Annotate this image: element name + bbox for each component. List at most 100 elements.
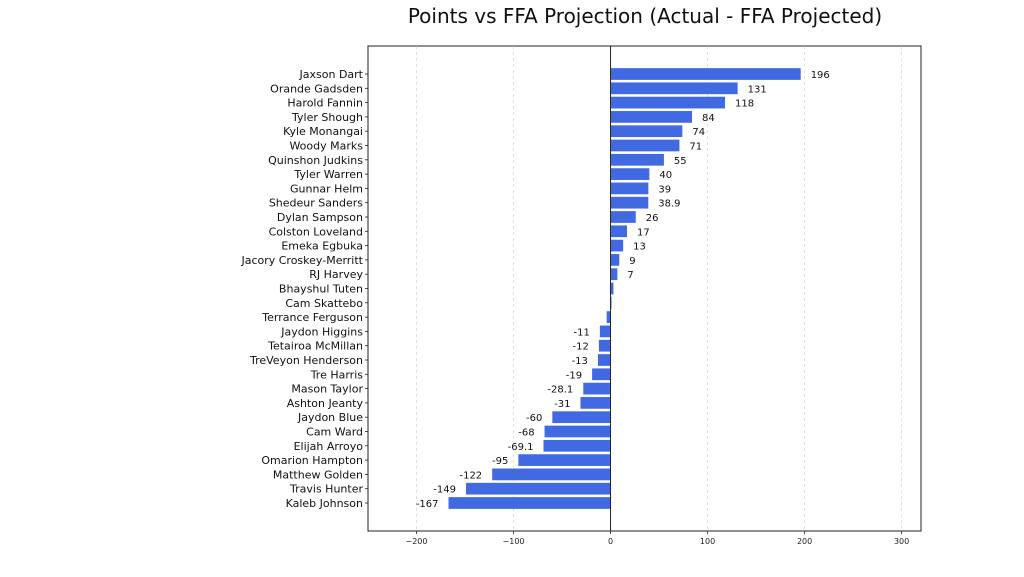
y-tick-label: Jacory Croskey-Merritt: [240, 254, 363, 267]
bar: [610, 182, 649, 195]
bar: [492, 468, 611, 481]
y-tick-label: Jaydon Higgins: [280, 325, 363, 338]
bar: [610, 239, 624, 252]
bar: [599, 325, 611, 338]
data-label: -28.1: [547, 385, 573, 396]
bar: [610, 282, 614, 295]
bar: [583, 382, 611, 395]
data-label: 9: [629, 256, 635, 267]
y-tick-label: Cam Ward: [306, 426, 363, 439]
bar: [606, 311, 611, 323]
y-tick-label: Jaxson Dart: [299, 68, 364, 81]
y-tick-label: Gunnar Helm: [290, 182, 363, 195]
y-tick-label: Colston Loveland: [269, 225, 363, 238]
y-tick-label: Tyler Shough: [291, 111, 363, 124]
data-label: -95: [492, 456, 508, 467]
y-tick-label: Orande Gadsden: [270, 82, 363, 95]
y-tick-label: TreVeyon Henderson: [249, 354, 363, 367]
data-label: 131: [748, 84, 767, 95]
data-label: 40: [659, 170, 672, 181]
bar: [610, 96, 726, 109]
x-tick-label: 0: [608, 537, 613, 546]
x-tick-label: 300: [894, 537, 909, 546]
y-tick-label: Dylan Sampson: [277, 211, 363, 224]
bar: [518, 454, 611, 466]
x-tick-label: −200: [406, 537, 428, 546]
data-label: 55: [674, 156, 687, 167]
bar: [610, 254, 620, 266]
data-label: 7: [627, 270, 633, 281]
y-tick-label: Woody Marks: [289, 140, 363, 153]
bar: [610, 68, 801, 80]
y-tick-label: Tre Harris: [310, 368, 364, 381]
y-tick-label: Cam Skattebo: [285, 297, 363, 310]
bar: [465, 482, 611, 495]
y-tick-label: Omarion Hampton: [261, 454, 363, 467]
y-tick-label: Mason Taylor: [291, 383, 363, 396]
data-label: -13: [572, 356, 588, 367]
x-tick-label: 200: [797, 537, 812, 546]
bar: [610, 153, 664, 166]
y-tick-label: Tetairoa McMillan: [267, 340, 363, 353]
bar: [610, 211, 636, 223]
data-label: 71: [689, 142, 702, 153]
data-label: 196: [811, 70, 830, 81]
y-tick-label: Matthew Golden: [273, 468, 363, 481]
data-label: -149: [433, 485, 456, 496]
bar: [610, 111, 693, 123]
data-label: 26: [646, 213, 659, 224]
bar: [592, 368, 611, 381]
data-label: 17: [637, 227, 650, 238]
bar: [610, 196, 649, 209]
x-tick-label: 100: [700, 537, 715, 546]
y-tick-label: Jaydon Blue: [297, 411, 363, 424]
bar: [610, 125, 683, 138]
data-label: -12: [573, 342, 589, 353]
data-label: 118: [735, 99, 754, 110]
y-tick-label: Kyle Monangai: [283, 125, 363, 138]
bar: [610, 268, 618, 281]
bar: [610, 82, 738, 95]
bar: [552, 411, 611, 424]
data-label: 84: [702, 113, 715, 124]
data-label: 13: [633, 242, 646, 253]
bar: [598, 339, 611, 352]
bar: [610, 225, 628, 238]
data-label: 74: [692, 127, 705, 138]
y-tick-label: Harold Fannin: [287, 97, 363, 110]
y-tick-label: RJ Harvey: [309, 268, 363, 281]
y-tick-label: Ashton Jeanty: [287, 397, 364, 410]
data-label: -31: [554, 399, 570, 410]
data-label: 38.9: [658, 199, 680, 210]
data-label: -69.1: [508, 442, 534, 453]
bar: [610, 139, 680, 152]
y-tick-label: Travis Hunter: [289, 483, 363, 496]
y-tick-label: Kaleb Johnson: [286, 497, 363, 510]
y-tick-label: Emeka Egbuka: [281, 240, 363, 253]
data-label: -11: [574, 327, 590, 338]
bar: [580, 397, 611, 409]
bar: [597, 354, 611, 366]
y-tick-label: Tyler Warren: [293, 168, 363, 181]
bar: [543, 439, 611, 452]
y-tick-label: Quinshon Judkins: [268, 154, 363, 167]
y-tick-label: Bhayshul Tuten: [279, 283, 363, 296]
bar: [544, 425, 611, 438]
data-label: -122: [459, 470, 482, 481]
bar: [448, 497, 611, 509]
x-tick-label: −100: [503, 537, 525, 546]
data-label: -167: [416, 499, 439, 510]
y-tick-label: Shedeur Sanders: [269, 197, 363, 210]
data-label: -19: [566, 370, 582, 381]
data-label: 39: [658, 184, 671, 195]
bar-layer: [448, 68, 801, 509]
y-tick-label: Elijah Arroyo: [294, 440, 364, 453]
data-label: -60: [526, 413, 542, 424]
data-label: -68: [518, 428, 534, 439]
chart-title: Points vs FFA Projection (Actual - FFA P…: [407, 4, 883, 28]
bar: [610, 168, 650, 180]
